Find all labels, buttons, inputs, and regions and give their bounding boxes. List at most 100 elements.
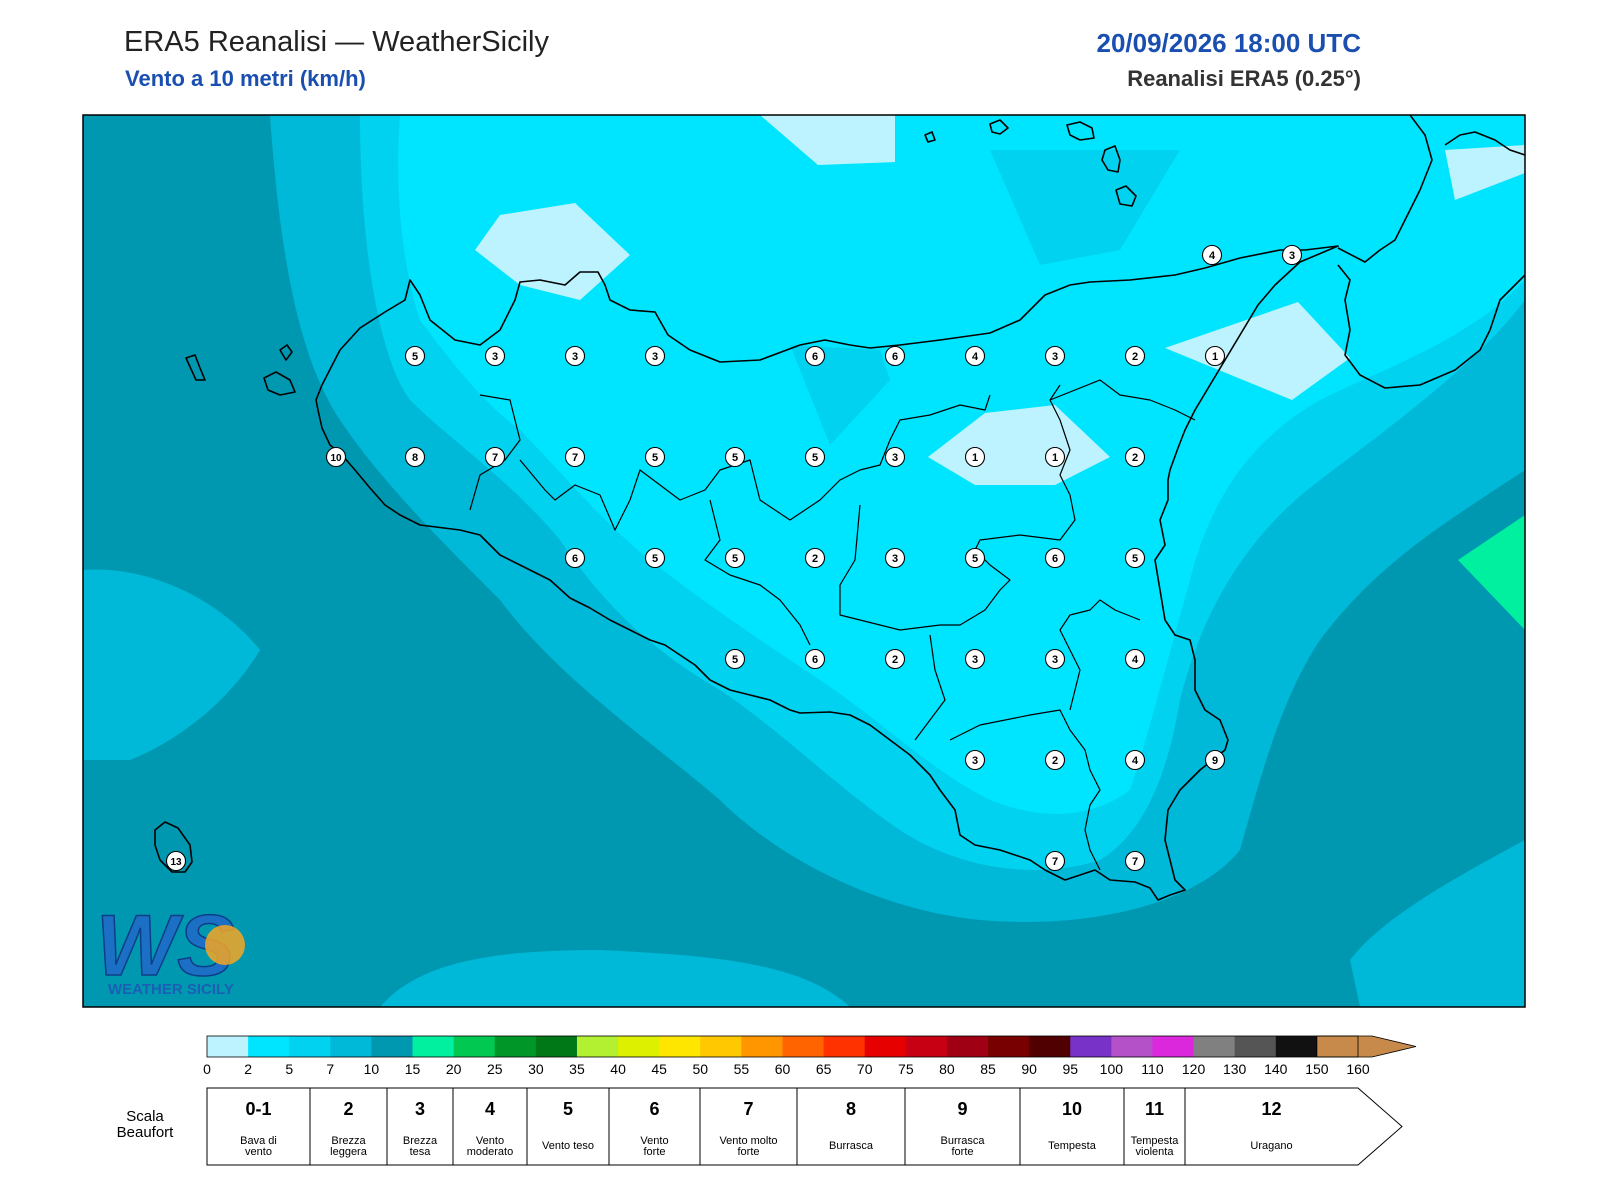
weathersicily-logo: WS WEATHER SICILY bbox=[95, 897, 245, 998]
colorbar-swatch bbox=[1275, 1036, 1318, 1057]
colorbar-swatch bbox=[988, 1036, 1030, 1057]
value-marker: 10 bbox=[325, 446, 347, 468]
colorbar-swatch bbox=[412, 1036, 455, 1057]
value-marker-label: 8 bbox=[412, 452, 418, 464]
beaufort-description: Brezza bbox=[331, 1135, 366, 1147]
colorbar-swatch bbox=[1111, 1036, 1153, 1057]
value-marker: 3 bbox=[884, 446, 906, 468]
value-marker: 3 bbox=[1044, 648, 1066, 670]
value-marker-label: 5 bbox=[412, 351, 418, 363]
value-marker: 13 bbox=[165, 850, 187, 872]
value-marker-circle bbox=[884, 648, 906, 670]
egadi-marettimo bbox=[185, 354, 206, 381]
value-marker-circle bbox=[804, 446, 826, 468]
beaufort-number: 6 bbox=[649, 1099, 659, 1119]
aeolian-alicudi bbox=[924, 131, 936, 143]
value-marker-circle bbox=[404, 446, 426, 468]
value-marker-label: 2 bbox=[1132, 452, 1138, 464]
value-marker-circle bbox=[564, 345, 586, 367]
colorbar-swatch bbox=[946, 1036, 989, 1057]
colorbar-swatch bbox=[618, 1036, 660, 1057]
beaufort-description: Bava di bbox=[240, 1135, 277, 1147]
beaufort-description: Burrasca bbox=[940, 1135, 985, 1147]
logo-text: WEATHER SICILY bbox=[108, 981, 234, 998]
colorbar-tick-label: 5 bbox=[285, 1061, 293, 1077]
calabria-coast bbox=[1337, 114, 1526, 389]
beaufort-description: Vento bbox=[476, 1135, 504, 1147]
sicily-coastline bbox=[315, 245, 1339, 901]
value-marker-label: 5 bbox=[732, 553, 738, 565]
colorbar-tick-label: 55 bbox=[734, 1061, 750, 1077]
beaufort-description: Burrasca bbox=[829, 1140, 874, 1152]
value-marker-circle bbox=[1124, 446, 1146, 468]
beaufort-description: Uragano bbox=[1250, 1140, 1292, 1152]
value-marker-label: 6 bbox=[812, 654, 818, 666]
value-marker-circle bbox=[644, 547, 666, 569]
value-marker-label: 2 bbox=[1052, 755, 1058, 767]
value-marker: 5 bbox=[404, 345, 426, 367]
beaufort-number: 8 bbox=[846, 1099, 856, 1119]
value-marker-circle bbox=[1124, 547, 1146, 569]
value-marker-circle bbox=[884, 345, 906, 367]
colorbar-tick-label: 35 bbox=[569, 1061, 585, 1077]
beaufort-description: forte bbox=[643, 1146, 665, 1158]
value-marker: 7 bbox=[484, 446, 506, 468]
value-marker-circle bbox=[724, 547, 746, 569]
value-marker-label: 5 bbox=[972, 553, 978, 565]
beaufort-description: tesa bbox=[410, 1146, 432, 1158]
field-7-10-se bbox=[1350, 840, 1525, 1007]
value-marker-circle bbox=[404, 345, 426, 367]
colorbar-tick-label: 80 bbox=[939, 1061, 955, 1077]
logo-sun-icon bbox=[205, 925, 245, 965]
beaufort-description: Vento molto bbox=[719, 1135, 777, 1147]
value-marker-label: 2 bbox=[812, 553, 818, 565]
value-marker-label: 6 bbox=[572, 553, 578, 565]
value-marker-label: 4 bbox=[1209, 250, 1216, 262]
value-marker-circle bbox=[484, 345, 506, 367]
value-marker: 1 bbox=[1044, 446, 1066, 468]
value-marker-circle bbox=[724, 446, 746, 468]
map-subtitle: Vento a 10 metri (km/h) bbox=[125, 66, 366, 91]
colorbar-swatch bbox=[1152, 1036, 1195, 1057]
colorbar-swatch bbox=[207, 1036, 249, 1057]
value-marker-label: 2 bbox=[1132, 351, 1138, 363]
map-title: ERA5 Reanalisi — WeatherSicily bbox=[124, 26, 549, 58]
colorbar-swatch-arrow bbox=[1316, 1035, 1417, 1058]
beaufort-cell: 8 Burrasca bbox=[829, 1099, 874, 1152]
value-marker: 5 bbox=[964, 547, 986, 569]
value-marker-circle bbox=[804, 345, 826, 367]
beaufort-label-line1: Scala bbox=[126, 1108, 164, 1125]
beaufort-number: 7 bbox=[743, 1099, 753, 1119]
beaufort-number: 3 bbox=[415, 1099, 425, 1119]
egadi-favignana bbox=[263, 371, 296, 396]
egadi-levanzo bbox=[279, 344, 293, 361]
value-marker-label: 1 bbox=[972, 452, 978, 464]
value-marker: 7 bbox=[1124, 850, 1146, 872]
beaufort-description: forte bbox=[737, 1146, 759, 1158]
value-marker: 2 bbox=[884, 648, 906, 670]
colorbar-tick-label: 50 bbox=[692, 1061, 708, 1077]
value-marker-label: 4 bbox=[972, 351, 979, 363]
colorbar-tick-label: 15 bbox=[405, 1061, 421, 1077]
value-marker-circle bbox=[1044, 648, 1066, 670]
value-marker-label: 7 bbox=[492, 452, 498, 464]
colorbar-tick-label: 20 bbox=[446, 1061, 462, 1077]
value-marker-label: 5 bbox=[732, 452, 738, 464]
colorbar-swatch bbox=[1029, 1036, 1071, 1057]
beaufort-description: vento bbox=[245, 1146, 272, 1158]
value-marker-circle bbox=[1044, 850, 1066, 872]
field-0-2-e bbox=[1165, 302, 1350, 400]
value-marker-circle bbox=[884, 547, 906, 569]
colorbar-swatch bbox=[1234, 1036, 1277, 1057]
value-marker: 6 bbox=[884, 345, 906, 367]
field-0-2-ne bbox=[760, 115, 895, 165]
colorbar-tick-label: 120 bbox=[1182, 1061, 1206, 1077]
value-marker-circle bbox=[964, 446, 986, 468]
colorbar-tick-label: 160 bbox=[1346, 1061, 1370, 1077]
value-marker: 7 bbox=[564, 446, 586, 468]
colorbar-tick-label: 65 bbox=[816, 1061, 832, 1077]
colorbar-tick-label: 2 bbox=[244, 1061, 252, 1077]
